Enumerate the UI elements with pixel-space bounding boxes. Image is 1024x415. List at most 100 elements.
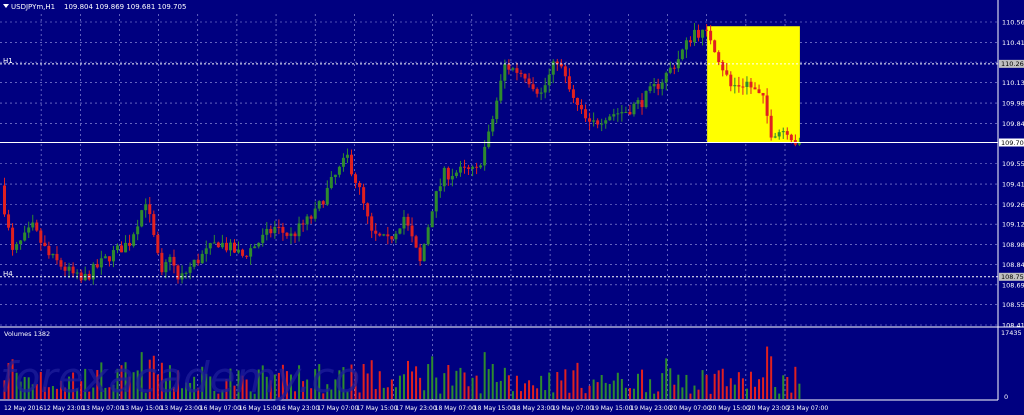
candle-body: [588, 118, 592, 122]
price-tick-label: 109.125: [1002, 221, 1024, 229]
volume-bar: [140, 352, 143, 399]
candle-body: [741, 86, 745, 88]
volume-bar: [245, 379, 248, 399]
volume-bar: [560, 380, 563, 399]
candle-body: [753, 87, 757, 90]
volume-bar: [221, 390, 224, 399]
volume-bars: [3, 346, 801, 399]
volume-bar: [661, 373, 664, 399]
volume-bar: [177, 370, 180, 399]
volume-bar: [580, 387, 583, 399]
volume-bar: [201, 366, 204, 399]
candle-body: [31, 222, 35, 228]
volume-bar: [269, 380, 272, 399]
price-tick-label: 108.695: [1002, 281, 1024, 289]
candle-body: [491, 119, 495, 132]
volume-bar: [152, 355, 155, 399]
candle-body: [535, 89, 539, 94]
volume-bar: [439, 393, 442, 399]
volume-bar: [92, 387, 95, 399]
candle-body: [503, 64, 507, 81]
volume-bar: [31, 384, 34, 399]
candle-body: [584, 109, 588, 119]
volume-bar: [19, 381, 22, 399]
watermark: forexacademy.co: [0, 353, 360, 402]
volume-bar: [455, 370, 458, 399]
volume-bar: [600, 375, 603, 399]
volume-bar: [241, 375, 244, 399]
candle-body: [317, 201, 321, 209]
volume-bar: [576, 362, 579, 399]
volume-bar: [27, 377, 30, 399]
volume-bar: [104, 387, 107, 399]
volume-bar: [277, 372, 280, 399]
candle-body: [350, 154, 354, 175]
volume-bar: [786, 377, 789, 399]
time-tick-label: 16 May 07:00: [200, 405, 241, 412]
h1-price-tag: [999, 59, 1024, 68]
candle-body: [321, 201, 325, 205]
volume-bar: [665, 358, 668, 399]
candle-body: [192, 259, 196, 267]
volume-bar: [136, 370, 139, 399]
volume-bar: [47, 387, 50, 399]
volume-bar: [217, 393, 220, 399]
highlight-box: [707, 26, 800, 143]
candle-body: [539, 92, 543, 94]
candle-body: [797, 142, 801, 145]
candle-body: [543, 85, 547, 93]
volume-bar: [128, 376, 131, 399]
candle-body: [212, 242, 216, 244]
candle-body: [301, 223, 305, 225]
volume-bar: [229, 368, 232, 399]
volume-bar: [451, 385, 454, 399]
volume-bar: [507, 375, 510, 399]
price-tick-label: 108.410: [1002, 322, 1024, 330]
volume-bar: [386, 387, 389, 399]
volume-bar: [701, 370, 704, 399]
volume-bar: [72, 372, 75, 399]
volume-bar: [790, 392, 793, 399]
candle-body: [519, 72, 523, 74]
price-tick-label: 109.555: [1002, 160, 1024, 168]
candle-body: [156, 234, 160, 253]
volume-bar: [394, 387, 397, 399]
candle-body: [632, 103, 636, 115]
candle-body: [454, 172, 458, 176]
candle-body: [410, 225, 414, 237]
candle-body: [515, 68, 519, 73]
candle-body: [580, 104, 584, 110]
candle-body: [684, 40, 688, 50]
candle-body: [652, 83, 656, 87]
candle-body: [329, 176, 333, 188]
candle-body: [656, 83, 660, 89]
candle-body: [228, 242, 232, 251]
volume-bar: [705, 374, 708, 399]
candle-body: [313, 208, 317, 219]
volume-bar: [782, 375, 785, 399]
volume-bar: [487, 369, 490, 399]
candle-body: [15, 244, 19, 250]
candle-body: [713, 40, 717, 53]
candle-body: [672, 67, 676, 69]
candle-body: [458, 166, 462, 173]
candle-body: [567, 76, 571, 90]
price-tick-label: 109.840: [1002, 120, 1024, 128]
volume-bar: [556, 372, 559, 399]
candle-body: [148, 204, 152, 215]
time-tick-label: 16 May 23:00: [278, 405, 319, 412]
volume-bar: [23, 376, 26, 399]
volume-bar: [370, 360, 373, 399]
dropdown-arrow-icon[interactable]: [3, 4, 9, 8]
time-tick-label: 20 May 23:00: [748, 405, 789, 412]
candle-body: [95, 264, 99, 268]
candle-body: [733, 85, 737, 87]
volume-bar: [491, 363, 494, 399]
volume-bar: [588, 385, 591, 399]
h4-price-tag-text: 108.752: [1001, 273, 1024, 281]
volume-bar: [35, 384, 38, 399]
volume-bar: [233, 385, 236, 399]
candle-body: [43, 242, 47, 246]
h4-label: H4: [3, 270, 13, 278]
